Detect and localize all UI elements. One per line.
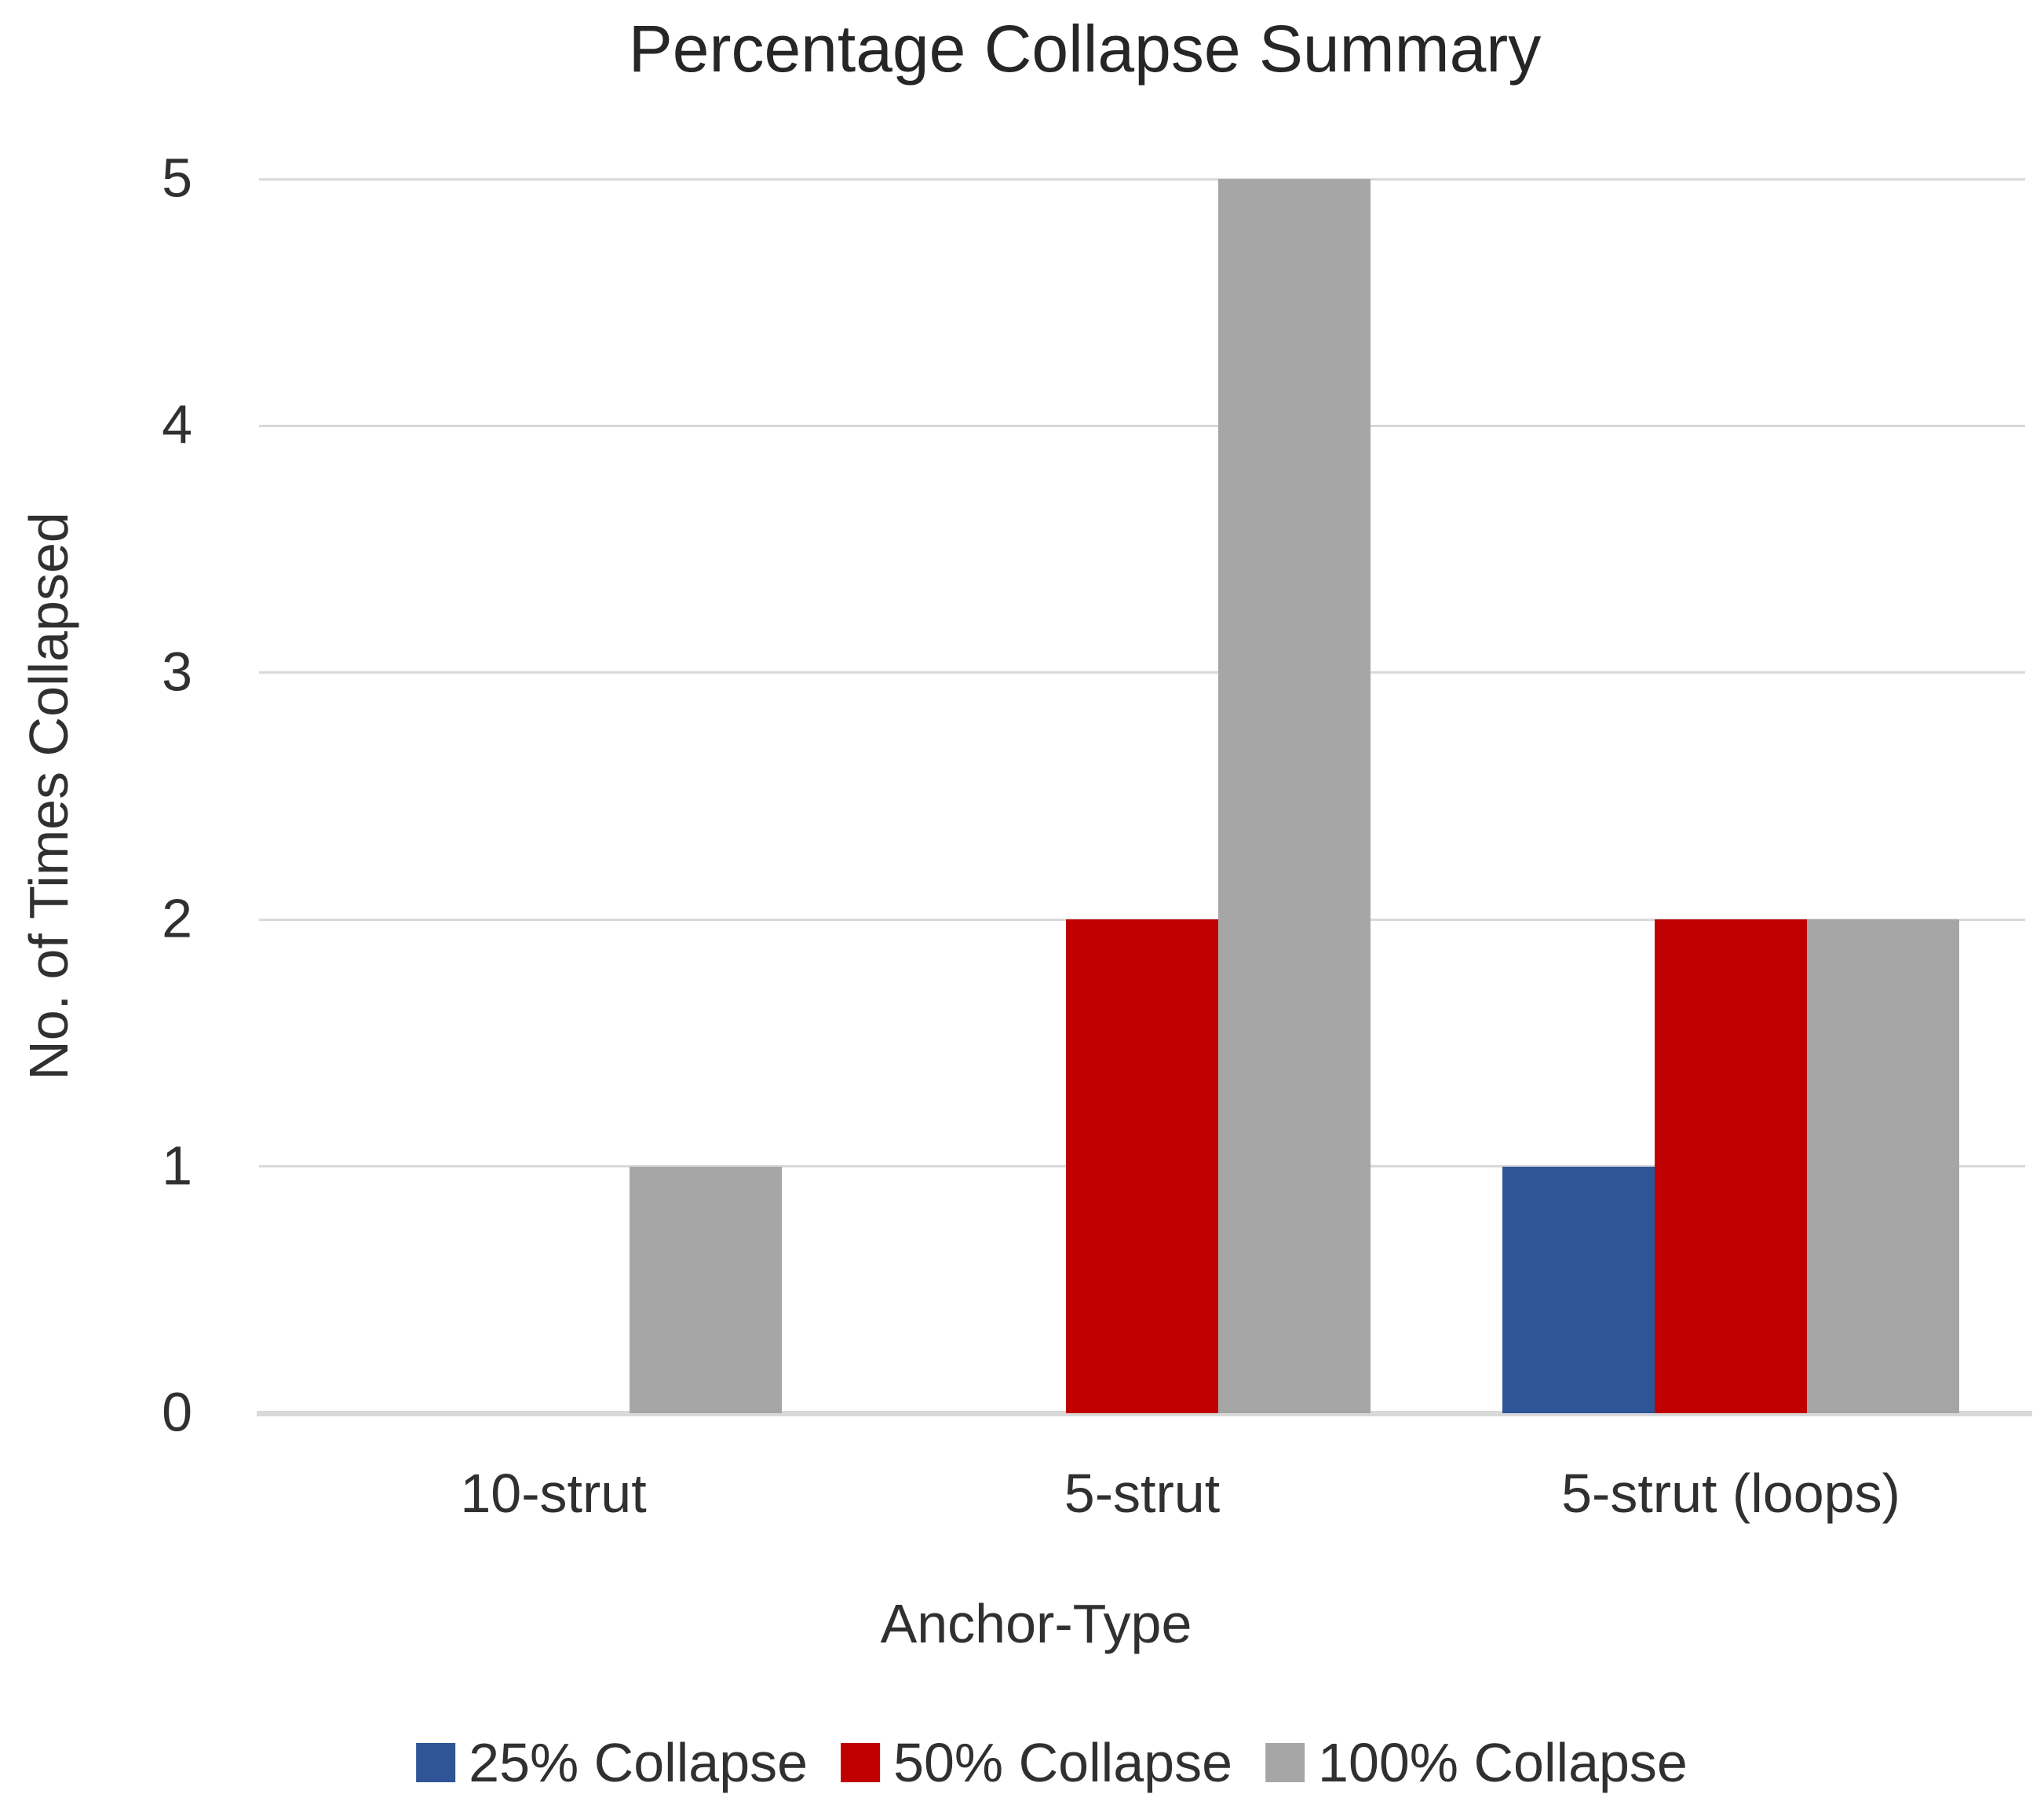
x-axis-line	[257, 1411, 2032, 1416]
bar-50-collapse-5-strut	[1066, 919, 1218, 1413]
legend-label-25-collapse: 25% Collapse	[469, 1732, 808, 1793]
gridline-y-2	[259, 918, 2025, 921]
y-axis-tick-labels: 0 1 2 3 4 5	[0, 147, 192, 1442]
bar-50-collapse-5-strut-loops	[1655, 919, 1807, 1413]
legend-item-25-collapse: 25% Collapse	[416, 1731, 808, 1794]
plot-area	[257, 177, 2032, 1416]
y-tick-label-4: 4	[162, 393, 192, 455]
legend-item-100-collapse: 100% Collapse	[1265, 1731, 1688, 1794]
bar-100-collapse-5-strut	[1218, 179, 1371, 1413]
legend-label-50-collapse: 50% Collapse	[893, 1732, 1233, 1793]
legend-label-100-collapse: 100% Collapse	[1318, 1732, 1688, 1793]
legend-swatch-icon-25-collapse	[416, 1743, 456, 1782]
y-tick-label-5: 5	[162, 147, 192, 209]
y-tick-label-2: 2	[162, 887, 192, 949]
legend-item-50-collapse: 50% Collapse	[841, 1731, 1232, 1794]
y-tick-label-0: 0	[162, 1381, 192, 1443]
category-label-5-strut: 5-strut	[1064, 1463, 1221, 1524]
gridline-y-3	[259, 671, 2025, 674]
legend-swatch-icon-50-collapse	[841, 1743, 881, 1782]
bar-100-collapse-10-strut	[630, 1166, 782, 1413]
gridline-y-5	[259, 177, 2025, 181]
y-tick-label-3: 3	[162, 641, 192, 703]
chart-title: Percentage Collapse Summary	[628, 12, 1542, 86]
x-axis-title: Anchor-Type	[880, 1593, 1192, 1654]
y-tick-label-1: 1	[162, 1134, 192, 1196]
category-label-5-strut-loops: 5-strut (loops)	[1561, 1463, 1900, 1524]
legend: 25% Collapse 50% Collapse 100% Collapse	[416, 1731, 1688, 1794]
category-label-10-strut: 10-strut	[460, 1463, 647, 1524]
x-axis-category-labels: 10-strut 5-strut 5-strut (loops)	[259, 1462, 2025, 1540]
gridline-y-4	[259, 424, 2025, 427]
bar-25-collapse-5-strut-loops	[1502, 1166, 1655, 1413]
legend-swatch-icon-100-collapse	[1265, 1743, 1305, 1782]
bar-100-collapse-5-strut-loops	[1807, 919, 1959, 1413]
